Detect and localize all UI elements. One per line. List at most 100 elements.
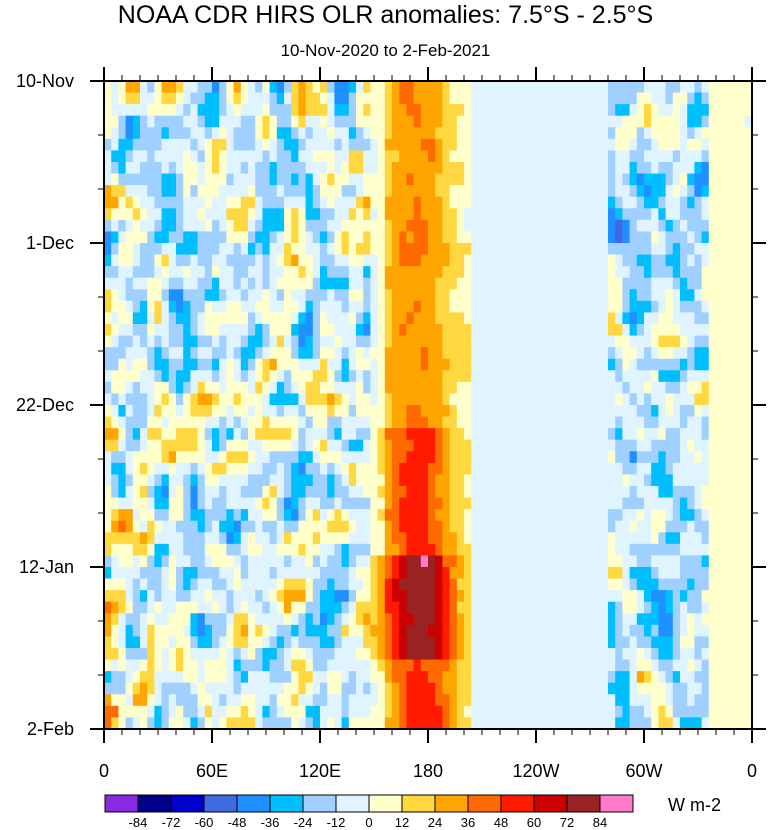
field-cell — [737, 277, 746, 290]
field-cell — [636, 405, 645, 418]
field-cell — [644, 682, 652, 695]
field-cell — [370, 347, 379, 360]
field-cell — [125, 104, 134, 117]
field-cell — [557, 520, 566, 533]
field-cell — [248, 717, 256, 729]
field-cell — [125, 231, 134, 244]
field-cell — [399, 81, 407, 94]
field-cell — [456, 416, 465, 429]
field-cell — [564, 451, 573, 464]
field-cell — [507, 370, 515, 383]
field-cell — [550, 312, 559, 325]
field-cell — [636, 428, 645, 441]
field-cell — [312, 219, 321, 233]
field-cell — [521, 254, 530, 267]
field-cell — [377, 462, 386, 476]
field-cell — [320, 451, 328, 464]
field-cell — [284, 324, 292, 337]
field-cell — [449, 497, 458, 510]
field-cell — [665, 277, 674, 290]
field-cell — [687, 104, 695, 117]
field-cell — [543, 648, 551, 661]
field-cell — [392, 138, 400, 152]
field-cell — [629, 520, 638, 533]
field-cell — [219, 231, 227, 244]
field-cell — [708, 659, 717, 672]
field-cell — [471, 543, 479, 557]
field-cell — [204, 578, 213, 591]
field-cell — [204, 497, 213, 510]
field-cell — [435, 208, 443, 221]
field-cell — [413, 462, 422, 476]
field-cell — [615, 532, 623, 545]
field-cell — [622, 428, 631, 441]
field-cell — [680, 682, 688, 695]
field-cell — [428, 312, 436, 325]
field-cell — [219, 358, 227, 371]
field-cell — [622, 104, 631, 117]
field-cell — [118, 324, 127, 337]
field-cell — [197, 231, 206, 244]
field-cell — [384, 578, 393, 591]
field-cell — [622, 694, 631, 707]
field-cell — [370, 335, 379, 348]
field-cell — [478, 347, 487, 360]
field-cell — [687, 92, 695, 105]
field-cell — [298, 300, 307, 314]
field-cell — [644, 578, 652, 591]
field-cell — [723, 462, 731, 476]
field-cell — [406, 671, 415, 684]
field-cell — [413, 81, 422, 94]
field-cell — [579, 127, 587, 140]
field-cell — [521, 497, 530, 510]
field-cell — [140, 162, 148, 175]
field-cell — [341, 509, 350, 522]
field-cell — [219, 185, 227, 198]
field-cell — [168, 543, 177, 557]
field-cell — [240, 636, 249, 649]
field-cell — [716, 601, 724, 614]
field-cell — [680, 659, 688, 672]
field-cell — [262, 208, 271, 221]
field-cell — [276, 208, 285, 221]
field-cell — [298, 694, 307, 707]
field-cell — [392, 208, 400, 221]
field-cell — [586, 312, 595, 325]
field-cell — [320, 335, 328, 348]
field-cell — [132, 381, 141, 395]
field-cell — [730, 312, 739, 325]
field-cell — [161, 497, 170, 510]
field-cell — [248, 543, 256, 557]
field-cell — [305, 613, 314, 626]
field-cell — [615, 520, 623, 533]
field-cell — [608, 266, 616, 279]
field-cell — [125, 289, 134, 302]
field-cell — [219, 92, 227, 105]
field-cell — [420, 578, 429, 591]
field-cell — [615, 439, 623, 452]
field-cell — [392, 115, 400, 128]
field-cell — [399, 219, 407, 233]
field-cell — [500, 497, 508, 510]
field-cell — [154, 543, 163, 557]
field-cell — [420, 196, 429, 209]
field-cell — [442, 590, 451, 603]
field-cell — [737, 520, 746, 533]
field-cell — [204, 682, 213, 695]
field-cell — [176, 717, 184, 729]
field-cell — [298, 601, 307, 614]
field-cell — [744, 92, 752, 105]
field-cell — [651, 219, 659, 233]
field-cell — [572, 474, 580, 487]
field-cell — [435, 567, 443, 580]
field-cell — [399, 300, 407, 314]
field-cell — [492, 266, 501, 279]
field-cell — [183, 486, 191, 499]
field-cell — [730, 254, 739, 267]
field-cell — [356, 486, 364, 499]
field-cell — [392, 613, 400, 626]
field-cell — [204, 347, 213, 360]
field-cell — [543, 162, 551, 175]
field-cell — [384, 439, 393, 452]
field-cell — [680, 312, 688, 325]
